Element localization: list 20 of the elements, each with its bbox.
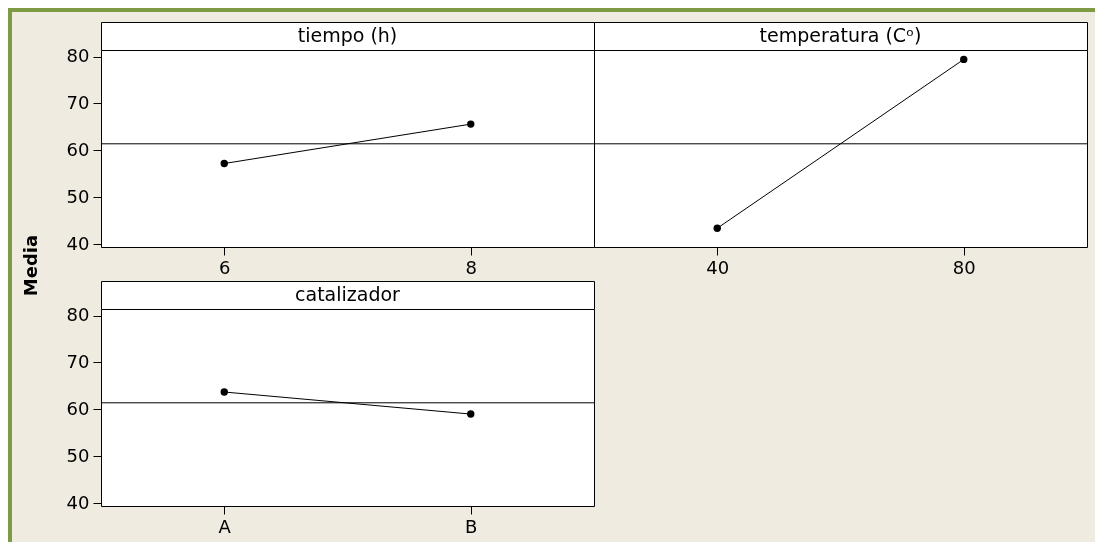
y-tick-label: 70 bbox=[66, 350, 89, 372]
y-tick-label: 40 bbox=[66, 491, 89, 513]
y-tick-label: 60 bbox=[66, 397, 89, 419]
y-tick-label: 60 bbox=[66, 138, 89, 160]
y-tick-label: 70 bbox=[66, 91, 89, 113]
x-tick-label: 6 bbox=[218, 256, 230, 277]
chart-title: catalizador bbox=[294, 282, 400, 305]
x-tick-label: 40 bbox=[705, 256, 729, 277]
x-tick-label: 80 bbox=[952, 256, 976, 277]
x-tick-label: B bbox=[464, 515, 477, 536]
x-tick-label: 8 bbox=[465, 256, 477, 277]
y-tick-label: 80 bbox=[66, 303, 89, 325]
x-tick-label: A bbox=[218, 515, 232, 536]
chart-title: tiempo (h) bbox=[297, 23, 397, 46]
y-tick-label: 80 bbox=[66, 44, 89, 66]
y-tick-label: 40 bbox=[66, 232, 89, 254]
y-tick-label: 50 bbox=[66, 185, 89, 207]
y-tick-label: 50 bbox=[66, 444, 89, 466]
chart-title: temperatura (Cᵒ) bbox=[759, 23, 921, 46]
y-axis-title: Media bbox=[19, 234, 41, 296]
